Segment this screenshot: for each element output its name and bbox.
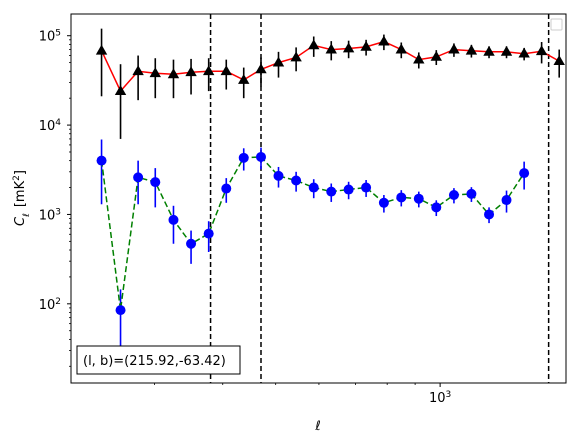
y-tick-label-2: 104 (39, 118, 62, 134)
series-0-point-6 (202, 65, 215, 76)
series-1-point-22 (484, 209, 495, 220)
series-0-point-14 (342, 42, 355, 53)
series-1-point-19 (431, 202, 442, 213)
series-1-point-3 (150, 177, 161, 188)
series-1-point-0 (96, 155, 107, 166)
series-1-point-18 (413, 193, 424, 204)
y-axis-label-sub: ℓ (22, 213, 32, 218)
series-1-point-21 (466, 188, 477, 199)
series-1-point-20 (448, 190, 459, 201)
series-0-point-26 (553, 55, 565, 65)
series-1-point-6 (203, 228, 214, 239)
series-1-point-1 (115, 305, 126, 316)
legend-box (550, 18, 563, 31)
series-1-point-11 (291, 175, 302, 186)
x-tick-label-0: 103 (429, 390, 451, 406)
plot-frame (70, 13, 567, 384)
series-0-point-23 (500, 45, 513, 56)
series-1-point-2 (133, 172, 144, 183)
y-axis-label-unit-close: ] (13, 170, 28, 175)
y-tick-label-1: 103 (39, 207, 61, 223)
series-0-point-9 (255, 63, 267, 74)
vertical-marker-lines (209, 14, 550, 383)
y-axis-label-unit-sup: 2 (12, 175, 22, 181)
series-1-point-13 (326, 186, 337, 197)
series-0-point-22 (483, 45, 495, 56)
annotation-text: (l, b)=(215.92,-63.42) (83, 354, 226, 369)
series-layer (95, 28, 565, 351)
series-1-point-24 (519, 168, 530, 179)
series-1-point-12 (308, 182, 319, 193)
series-0-point-21 (465, 44, 478, 55)
series-0-point-16 (378, 35, 390, 46)
series-0-point-4 (167, 68, 180, 79)
series-1-point-23 (501, 195, 512, 206)
series-0-point-5 (185, 66, 197, 77)
y-axis-label-unit-open: [mK (13, 180, 28, 207)
series-1-point-4 (168, 214, 179, 225)
series-1-point-14 (343, 184, 354, 195)
y-tick-label-3: 105 (39, 29, 61, 45)
series-0-point-25 (535, 45, 548, 56)
series-0-point-13 (325, 43, 337, 54)
series-1-point-8 (238, 152, 249, 163)
series-1-point-7 (221, 183, 232, 194)
series-0-point-10 (272, 56, 285, 67)
series-0-point-15 (360, 40, 372, 51)
y-axis-label-main: C (13, 216, 28, 226)
series-1-point-10 (273, 170, 284, 181)
series-1-point-9 (255, 151, 266, 162)
series-0-point-0 (95, 44, 108, 55)
series-0 (95, 28, 565, 139)
series-0-point-3 (149, 67, 161, 78)
series-0-point-12 (308, 39, 320, 50)
series-1-point-5 (186, 238, 197, 249)
series-1-point-16 (378, 197, 389, 208)
series-0-point-2 (132, 65, 144, 76)
series-1-point-17 (396, 192, 407, 203)
series-0-point-1 (114, 85, 127, 96)
y-axis-label: Cℓ [mK2] (12, 170, 32, 226)
series-0-point-18 (413, 53, 425, 64)
series-1-point-15 (361, 182, 372, 193)
series-0-point-19 (430, 50, 442, 61)
series-0-point-20 (448, 43, 460, 54)
annotation-box: (l, b)=(215.92,-63.42) (76, 345, 241, 375)
y-tick-label-0: 102 (39, 297, 61, 313)
annotation-frame (76, 345, 241, 375)
series-0-point-17 (395, 43, 407, 54)
series-0-point-11 (290, 51, 302, 62)
series-1 (96, 139, 530, 351)
series-0-point-7 (220, 65, 232, 76)
series-0-point-8 (238, 73, 250, 84)
series-0-point-24 (518, 47, 530, 58)
x-axis-label: ℓ (314, 419, 320, 434)
